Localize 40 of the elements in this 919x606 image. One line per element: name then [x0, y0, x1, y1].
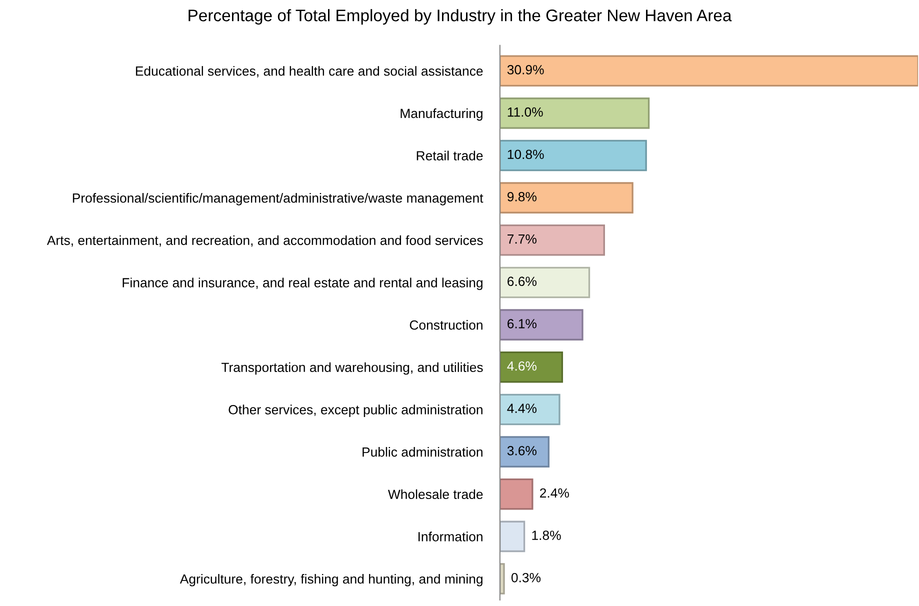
bar: [500, 563, 505, 594]
y-tick-label: Other services, except public administration: [228, 404, 482, 417]
bar: [500, 351, 564, 383]
y-tick-label: Professional/scientific/management/administrative/waste management: [72, 193, 484, 206]
bar: [500, 224, 605, 256]
data-label: 0.3%: [511, 572, 541, 582]
chart-title: Percentage of Total Employed by Industry in the Greater New Haven Area: [188, 9, 732, 25]
data-label: 30.9%: [507, 65, 544, 74]
data-label: 4.6%: [507, 361, 536, 371]
y-tick-label: Public administration: [362, 447, 482, 457]
y-tick-label: Arts, entertainment, and recreation, and accommodation and food services: [46, 235, 483, 247]
data-label: 7.7%: [508, 234, 536, 244]
bar: [500, 394, 560, 426]
bar: [500, 98, 650, 129]
data-label: 4.4%: [507, 404, 536, 413]
y-tick-label: Retail trade: [416, 150, 483, 160]
y-tick-label: Transportation and warehousing, and utilities: [222, 362, 483, 375]
data-label: 11.0%: [508, 107, 543, 117]
bar: [500, 55, 918, 86]
data-label: 10.8%: [508, 150, 544, 160]
y-tick-label: Finance and insurance, and real estate and rental and leasing: [122, 278, 482, 290]
data-label: 6.1%: [508, 319, 536, 328]
bar: [500, 436, 550, 468]
bar: [500, 520, 526, 552]
y-tick-label: Agriculture, forestry, fishing and hunting, and mining: [180, 574, 482, 586]
bar: [500, 140, 647, 172]
y-tick-label: Educational services, and health care and social assistance: [136, 66, 483, 78]
y-tick-label: Manufacturing: [400, 108, 482, 121]
y-tick-label: Construction: [410, 320, 482, 330]
data-label: 3.6%: [507, 446, 536, 456]
bar: [500, 182, 634, 214]
y-tick-label: Information: [418, 532, 482, 542]
bar: [500, 266, 590, 298]
data-label: 6.6%: [508, 276, 536, 286]
data-label: 1.8%: [532, 530, 561, 540]
bar: [500, 309, 584, 340]
data-label: 2.4%: [540, 488, 569, 498]
data-label: 9.8%: [508, 192, 536, 202]
bar: [500, 478, 534, 510]
y-tick-label: Wholesale trade: [388, 489, 483, 500]
